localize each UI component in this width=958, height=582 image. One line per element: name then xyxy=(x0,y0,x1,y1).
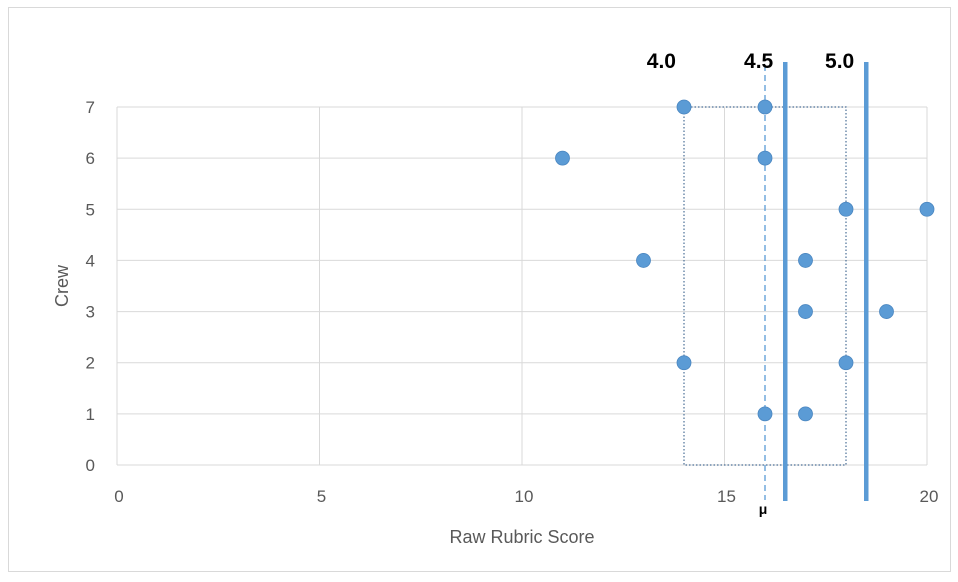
mean-label: μ xyxy=(759,501,768,517)
data-point xyxy=(757,150,773,166)
threshold-label: 4.5 xyxy=(744,50,774,73)
data-point xyxy=(676,99,692,115)
gridlines xyxy=(116,106,928,466)
x-tick-label: 20 xyxy=(920,487,939,506)
data-point xyxy=(798,406,813,422)
data-point xyxy=(838,355,854,371)
y-tick-label: 3 xyxy=(86,303,95,322)
x-tick-label: 0 xyxy=(114,487,123,506)
y-tick-label: 7 xyxy=(86,98,95,117)
threshold-label: 4.0 xyxy=(647,50,676,73)
x-axis-title: Raw Rubric Score xyxy=(449,527,594,547)
y-axis-title: Crew xyxy=(52,264,72,307)
data-point xyxy=(879,304,894,319)
x-tick-label: 10 xyxy=(515,487,534,506)
tick-labels: 0 1 2 3 4 5 6 7 0 5 10 15 20 xyxy=(86,98,939,506)
y-tick-label: 0 xyxy=(86,456,95,475)
data-point xyxy=(838,201,854,217)
annotation-labels: μ 4.5 5.0 4.0 xyxy=(647,50,854,517)
y-tick-label: 6 xyxy=(86,149,95,168)
y-tick-label: 2 xyxy=(86,354,95,373)
x-tick-label: 5 xyxy=(317,487,326,506)
data-point xyxy=(919,201,935,217)
data-point xyxy=(798,253,813,268)
data-point xyxy=(676,355,692,371)
x-tick-label: 15 xyxy=(717,487,736,506)
chart-border xyxy=(8,7,951,572)
data-point xyxy=(555,150,570,166)
data-points xyxy=(555,99,935,422)
y-tick-label: 1 xyxy=(86,405,95,424)
data-point xyxy=(798,304,813,319)
y-tick-label: 5 xyxy=(86,200,95,219)
data-point xyxy=(757,99,773,115)
reference-lines xyxy=(764,62,869,501)
threshold-label: 5.0 xyxy=(825,50,854,73)
data-point xyxy=(757,406,773,422)
y-tick-label: 4 xyxy=(86,251,95,270)
data-point xyxy=(636,253,651,268)
